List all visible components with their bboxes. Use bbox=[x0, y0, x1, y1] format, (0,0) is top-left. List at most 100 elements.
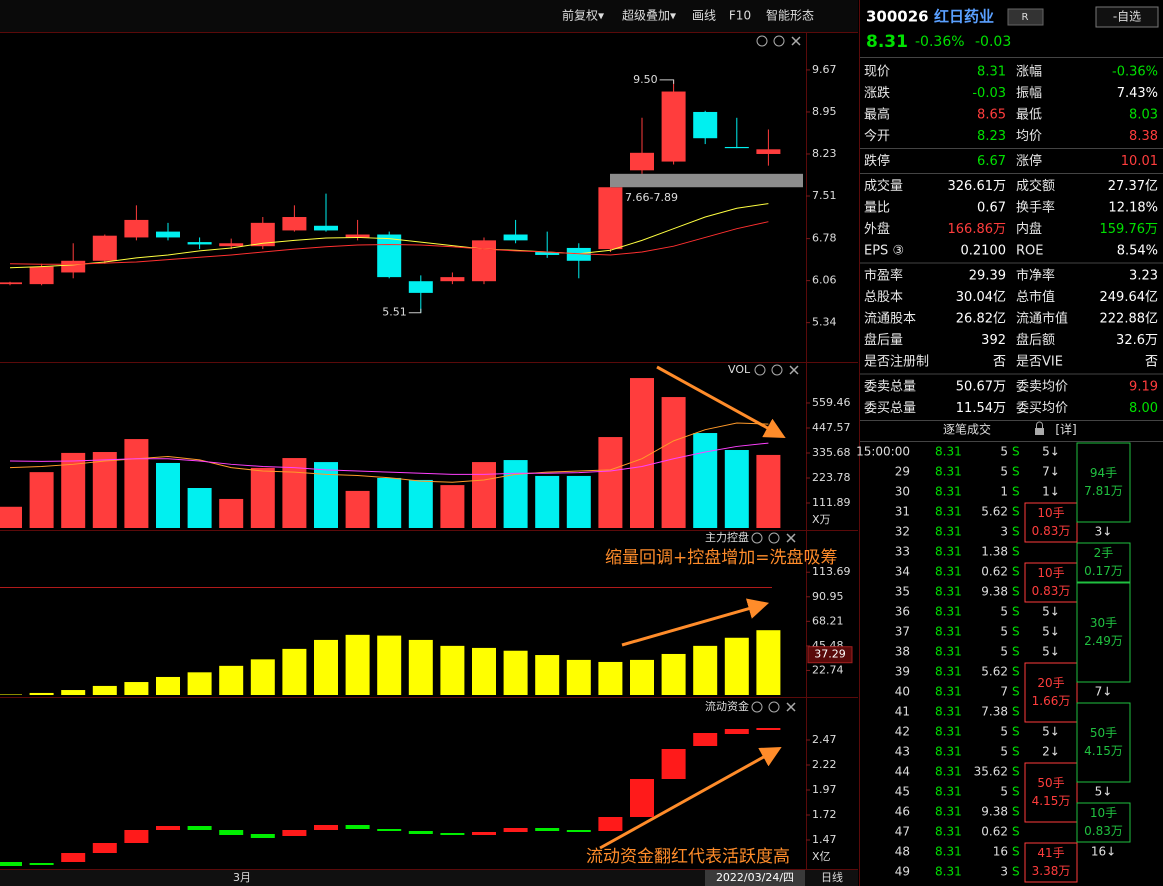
icon-settings[interactable] bbox=[751, 532, 763, 544]
bar bbox=[250, 467, 275, 528]
toolbar-item[interactable]: 智能形态 bbox=[766, 8, 814, 23]
icon-close[interactable] bbox=[791, 36, 801, 46]
candle-body bbox=[156, 231, 180, 238]
toolbar-item[interactable]: 画线 bbox=[692, 9, 716, 23]
stat-value: 0.2100 bbox=[961, 244, 1007, 259]
stat-label: 是否注册制 bbox=[864, 355, 929, 370]
bar bbox=[408, 639, 433, 695]
icon-close[interactable] bbox=[786, 533, 796, 543]
stat-label: 流通股本 bbox=[864, 312, 916, 327]
icon-settings[interactable] bbox=[754, 364, 766, 376]
charts: 前复权▾ 超级叠加▾ 画线 F10 智能形态 9.67 8.95 8.23 7.51 6.78 6.… bbox=[0, 8, 853, 884]
stat-label: 涨停 bbox=[1016, 153, 1042, 169]
tick-volume: 5 bbox=[1000, 445, 1008, 459]
tick-price: 8.31 bbox=[935, 625, 962, 639]
tick-price: 8.31 bbox=[935, 745, 962, 759]
unit-label: X亿 bbox=[812, 850, 831, 863]
bar bbox=[598, 437, 623, 528]
watch-button[interactable]: -自选 bbox=[1113, 10, 1141, 24]
candle-body bbox=[440, 277, 465, 282]
bar bbox=[724, 450, 749, 528]
order-box-text: 10手 bbox=[1037, 506, 1064, 520]
stat-value: 8.38 bbox=[1129, 129, 1158, 144]
y-tick-label: 7.51 bbox=[812, 189, 837, 202]
tick-time: 41 bbox=[895, 705, 910, 719]
bar bbox=[124, 439, 149, 528]
flow-bar bbox=[156, 826, 180, 830]
stat-value: 8.00 bbox=[1129, 401, 1158, 416]
bar bbox=[61, 690, 86, 695]
panel-borders bbox=[0, 0, 860, 886]
candle-body bbox=[598, 187, 623, 250]
flow-bar bbox=[661, 749, 686, 779]
stat-value: 159.76万 bbox=[1100, 222, 1159, 237]
icon-settings[interactable] bbox=[756, 35, 768, 47]
bar bbox=[314, 462, 338, 528]
icon-help[interactable] bbox=[768, 532, 780, 544]
tick-side: S bbox=[1012, 825, 1020, 839]
tick-volume: 5 bbox=[1000, 645, 1008, 659]
bar bbox=[61, 452, 86, 528]
flow-bar bbox=[314, 825, 338, 830]
candle-body bbox=[92, 235, 117, 261]
tick-time: 29 bbox=[895, 465, 910, 479]
x-date: 2022/03/24/四 bbox=[716, 871, 794, 884]
icon-help[interactable] bbox=[771, 364, 783, 376]
flow-bar bbox=[724, 729, 749, 734]
watch-button-box[interactable] bbox=[1095, 6, 1159, 28]
tick-side: S bbox=[1012, 625, 1020, 639]
y-tick-label: 8.95 bbox=[812, 105, 837, 118]
bar bbox=[693, 433, 718, 528]
toolbar-item[interactable]: 超级叠加▾ bbox=[622, 8, 676, 23]
order-box-text: 0.83万 bbox=[1032, 584, 1071, 598]
tick-volume: 5 bbox=[1000, 785, 1008, 799]
icon-close[interactable] bbox=[786, 702, 796, 712]
toolbar-item[interactable]: F10 bbox=[729, 9, 751, 23]
icon-help[interactable] bbox=[768, 701, 780, 713]
flow-bar bbox=[693, 733, 718, 746]
y-tick-label: 68.21 bbox=[812, 614, 844, 627]
flow-bar bbox=[187, 826, 212, 830]
tick-price: 8.31 bbox=[935, 505, 962, 519]
stat-value: 166.86万 bbox=[948, 222, 1007, 237]
flow-bar bbox=[282, 830, 307, 836]
icon-close[interactable] bbox=[789, 365, 799, 375]
order-box-text: 10手 bbox=[1037, 566, 1064, 580]
tick-side: S bbox=[1012, 525, 1020, 539]
y-tick-label: 223.78 bbox=[812, 471, 851, 484]
tick-time: 15:00:00 bbox=[856, 445, 910, 459]
tick-side: S bbox=[1012, 705, 1020, 719]
stat-label: 市盈率 bbox=[864, 268, 903, 284]
bar bbox=[756, 630, 781, 695]
tick-count: 7↓ bbox=[1042, 465, 1060, 479]
tick-time: 40 bbox=[895, 685, 910, 699]
flow-bar bbox=[535, 828, 560, 831]
tick-price: 8.31 bbox=[935, 805, 962, 819]
stat-value: 7.43% bbox=[1117, 86, 1158, 101]
bar bbox=[661, 653, 686, 695]
bar bbox=[282, 458, 307, 528]
icon-settings[interactable] bbox=[751, 701, 763, 713]
tick-count: 2↓ bbox=[1042, 745, 1060, 759]
tick-count: 5↓ bbox=[1042, 625, 1060, 639]
tick-price: 8.31 bbox=[935, 705, 962, 719]
candle-body bbox=[472, 240, 496, 282]
tick-volume: 1.38 bbox=[981, 545, 1008, 559]
toolbar-item[interactable]: 前复权▾ bbox=[562, 8, 604, 23]
tick-volume: 1 bbox=[1000, 485, 1008, 499]
flow-bar bbox=[440, 833, 465, 835]
icon-help[interactable] bbox=[773, 35, 785, 47]
tick-volume: 5.62 bbox=[981, 505, 1008, 519]
y-tick-label: 8.23 bbox=[812, 147, 837, 160]
stat-label: 盘后额 bbox=[1016, 332, 1055, 348]
y-tick-label: 6.06 bbox=[812, 274, 837, 287]
ticks-detail[interactable]: [详] bbox=[1055, 422, 1076, 437]
stat-label: 是否VIE bbox=[1016, 355, 1063, 370]
stat-value: 50.67万 bbox=[956, 380, 1006, 395]
x-period[interactable]: 日线 bbox=[821, 870, 843, 884]
bar bbox=[187, 488, 212, 528]
high-label: 9.50 bbox=[633, 73, 658, 86]
order-box bbox=[1076, 442, 1131, 523]
order-box bbox=[1024, 662, 1078, 723]
